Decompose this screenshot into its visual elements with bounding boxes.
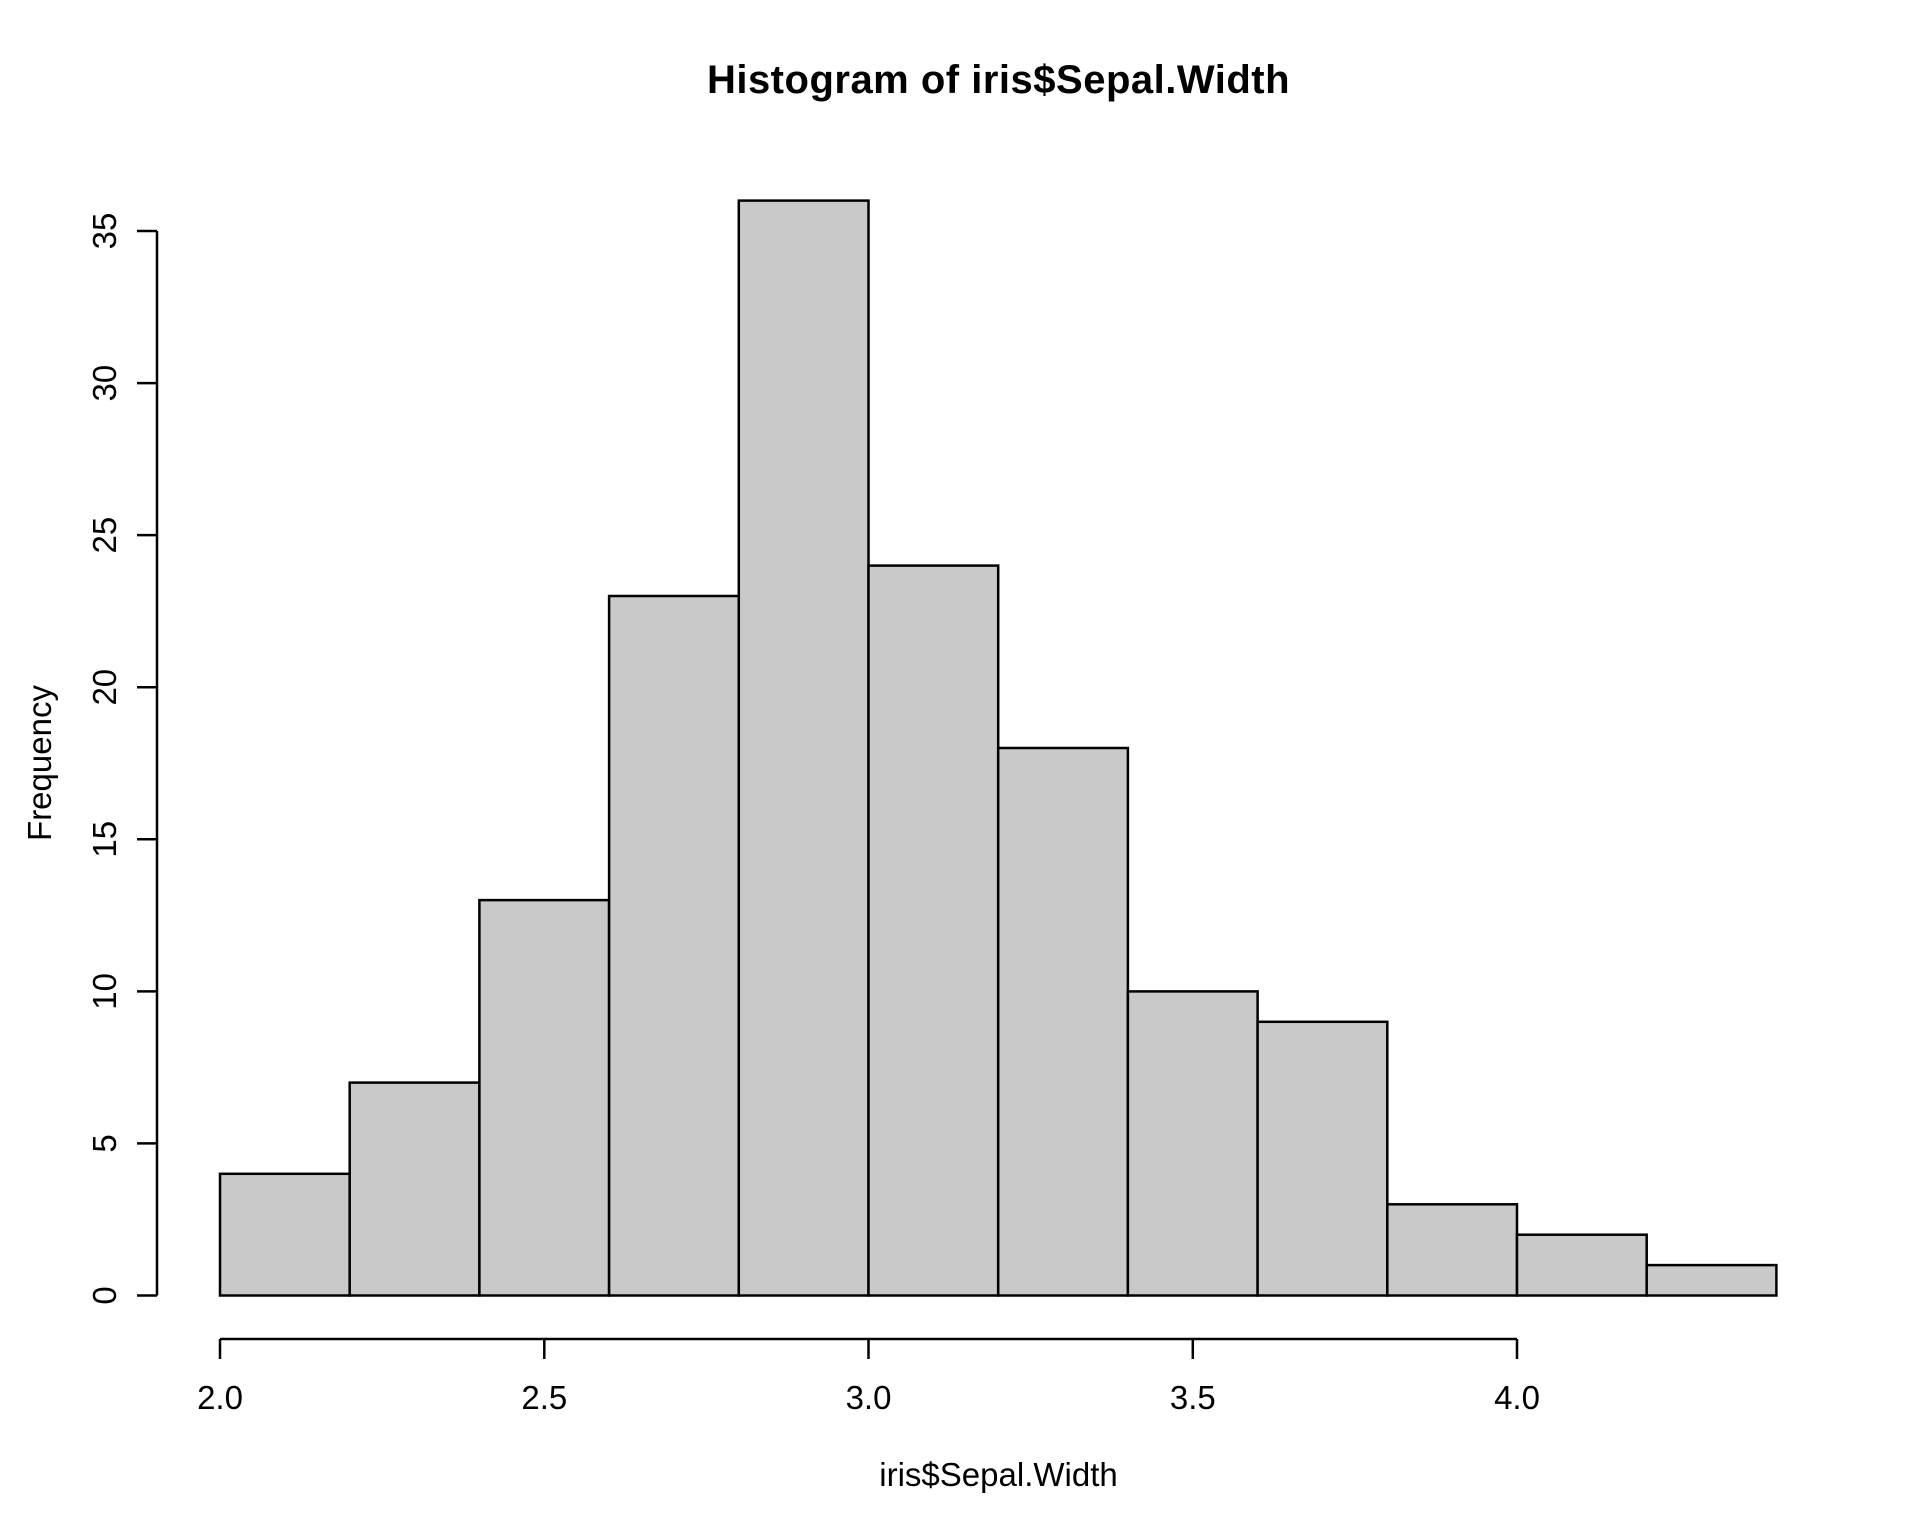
y-tick-label: 25 [86, 517, 123, 554]
histogram-bar [996, 746, 1130, 1297]
y-tick-label: 35 [86, 213, 123, 250]
histogram-bar [348, 1081, 481, 1297]
x-tick-label: 4.0 [1494, 1379, 1540, 1416]
x-axis-label: iris$Sepal.Width [879, 1456, 1118, 1493]
histogram-bar [1126, 990, 1259, 1297]
y-tick-label: 5 [86, 1134, 123, 1152]
histogram-bar [1386, 1203, 1519, 1297]
histogram-bar [737, 199, 870, 1297]
histogram-bar [867, 564, 1000, 1297]
x-tick-label: 2.5 [521, 1379, 567, 1416]
histogram-bar [1645, 1263, 1778, 1297]
y-tick-label: 0 [86, 1286, 123, 1304]
y-axis-label: Frequency [21, 685, 58, 841]
y-tick-label: 10 [86, 973, 123, 1010]
y-tick-label: 15 [86, 821, 123, 858]
histogram-bar [1515, 1233, 1648, 1297]
histogram-bar [478, 898, 611, 1297]
histogram-bar [218, 1172, 351, 1297]
y-tick-label: 30 [86, 365, 123, 402]
chart-title: Histogram of iris$Sepal.Width [706, 58, 1291, 102]
histogram-bar [607, 594, 741, 1297]
y-tick-label: 20 [86, 669, 123, 706]
x-tick-label: 2.0 [197, 1379, 243, 1416]
x-tick-label: 3.5 [1170, 1379, 1216, 1416]
histogram-bar [1256, 1020, 1389, 1297]
x-tick-label: 3.0 [846, 1379, 892, 1416]
